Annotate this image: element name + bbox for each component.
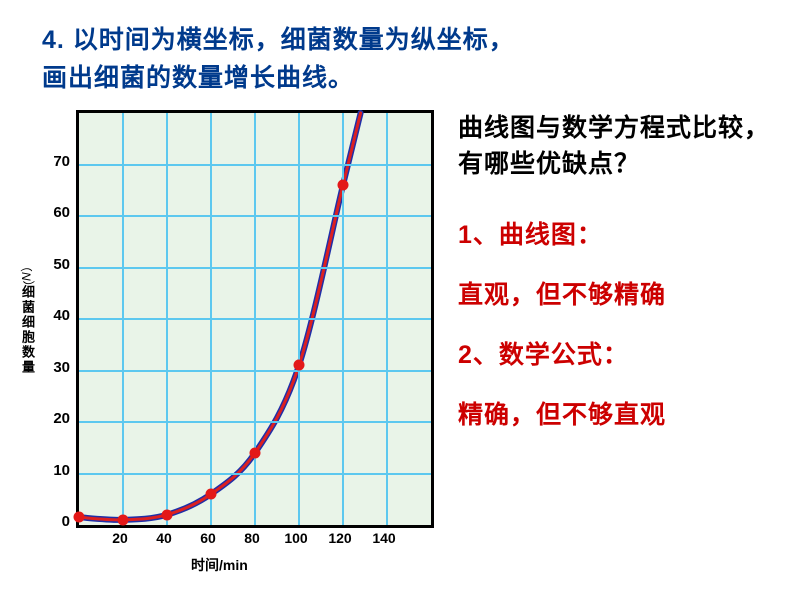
question-text: 曲线图与数学方程式比较，有哪些优缺点？ [458, 110, 778, 183]
data-point [118, 514, 129, 525]
x-tick-label: 20 [105, 530, 135, 546]
y-tick-label: 40 [42, 307, 70, 324]
title-line2: 画出细菌的数量增长曲线。 [42, 64, 354, 92]
answer-2: 直观，但不够精确 [458, 277, 778, 313]
x-tick-label: 140 [369, 530, 399, 546]
page-title: 4. 以时间为横坐标，细菌数量为纵坐标， 画出细菌的数量增长曲线。 [42, 22, 515, 97]
page-root: 4. 以时间为横坐标，细菌数量为纵坐标， 画出细菌的数量增长曲线。 曲线图与数学… [0, 0, 794, 596]
grid-line-h [79, 421, 431, 423]
grid-line-h [79, 370, 431, 372]
y-tick-label: 20 [42, 410, 70, 427]
x-tick-label: 100 [281, 530, 311, 546]
answer-1: 1、曲线图： [458, 217, 778, 253]
y-tick-label: 30 [42, 359, 70, 376]
grid-line-h [79, 164, 431, 166]
answer-4: 精确，但不够直观 [458, 397, 778, 433]
grid-line-h [79, 318, 431, 320]
x-tick-label: 120 [325, 530, 355, 546]
data-point [162, 509, 173, 520]
data-point [250, 447, 261, 458]
title-line1: 4. 以时间为横坐标，细菌数量为纵坐标， [42, 26, 515, 54]
data-point [338, 180, 349, 191]
data-point [294, 360, 305, 371]
y-axis-label: 细菌细胞数量 [18, 285, 37, 375]
x-tick-label: 60 [193, 530, 223, 546]
right-panel: 曲线图与数学方程式比较，有哪些优缺点？ 1、曲线图： 直观，但不够精确 2、数学… [458, 110, 778, 458]
data-point [74, 512, 85, 523]
x-axis-label: 时间/min [191, 555, 248, 575]
grid-line-h [79, 267, 431, 269]
y-tick-label: 0 [42, 513, 70, 530]
chart-container: （N） 细菌细胞数量 时间/min 0102030405060702040608… [16, 110, 446, 580]
x-tick-label: 80 [237, 530, 267, 546]
y-tick-label: 50 [42, 256, 70, 273]
y-tick-label: 60 [42, 204, 70, 221]
x-tick-label: 40 [149, 530, 179, 546]
y-tick-label: 70 [42, 153, 70, 170]
grid-line-h [79, 215, 431, 217]
answer-3: 2、数学公式： [458, 337, 778, 373]
y-tick-label: 10 [42, 462, 70, 479]
data-point [206, 489, 217, 500]
grid-line-h [79, 473, 431, 475]
plot-area [76, 110, 434, 528]
